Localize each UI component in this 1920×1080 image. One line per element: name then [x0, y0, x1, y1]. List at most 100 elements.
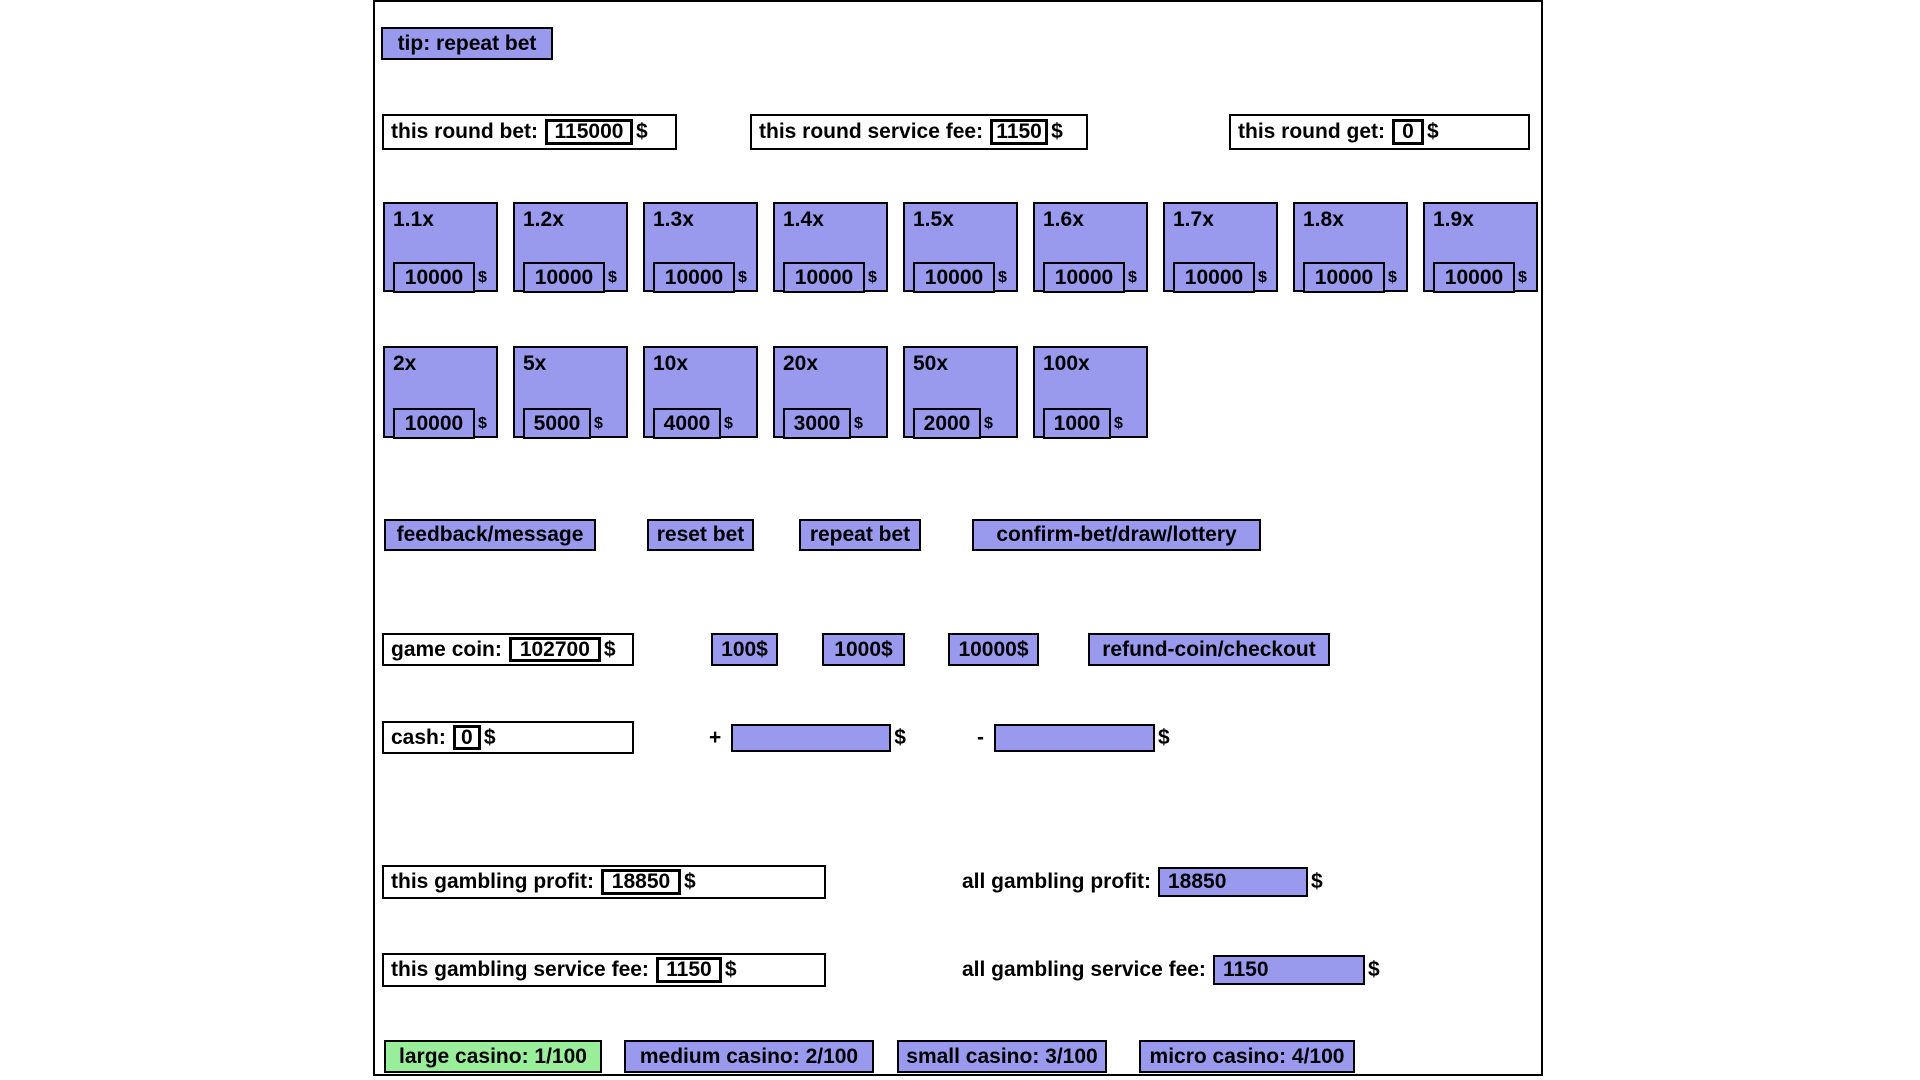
multiplier-label: 10x [653, 352, 689, 375]
multiplier-box-1-7x: 1.7x 10000 $ [1163, 202, 1278, 293]
multiplier-bet-input[interactable]: 4000 [653, 408, 721, 439]
multiplier-box-20x: 20x 3000 $ [773, 346, 888, 439]
this-round-get-label: this round get: [1238, 120, 1385, 143]
all-gambling-service-fee-label: all gambling service fee: [962, 958, 1206, 981]
multiplier-box-1-1x: 1.1x 10000 $ [383, 202, 498, 293]
game-coin-field: game coin: 102700 $ [382, 633, 634, 666]
this-gambling-service-fee-label: this gambling service fee: [391, 958, 649, 981]
multiplier-label: 2x [393, 352, 417, 375]
currency-symbol: $ [1051, 120, 1063, 143]
multiplier-label: 20x [783, 352, 819, 375]
this-gambling-profit-field: this gambling profit: 18850 $ [382, 865, 826, 899]
currency-symbol: $ [854, 414, 863, 432]
multiplier-box-1-2x: 1.2x 10000 $ [513, 202, 628, 293]
confirm-bet-draw-lottery-button[interactable]: confirm-bet/draw/lottery [972, 519, 1261, 551]
multiplier-label: 5x [523, 352, 547, 375]
currency-symbol: $ [738, 268, 747, 286]
cash-subtract-input[interactable] [994, 723, 1155, 752]
currency-symbol: $ [635, 120, 648, 143]
currency-symbol: $ [868, 268, 877, 286]
currency-symbol: $ [1158, 725, 1170, 749]
add-coin-1000-button[interactable]: 1000$ [822, 633, 905, 666]
currency-symbol: $ [478, 414, 487, 432]
all-gambling-profit-group: all gambling profit: 18850 $ [962, 865, 1323, 899]
this-round-bet-value: 115000 [544, 118, 633, 146]
plus-sign: + [709, 725, 722, 749]
currency-symbol: $ [984, 414, 993, 432]
cash-subtract-group: - $ [977, 721, 1170, 754]
multiplier-bet-input[interactable]: 10000 [393, 262, 475, 293]
currency-symbol: $ [483, 725, 496, 749]
currency-symbol: $ [1114, 414, 1123, 432]
multiplier-bet-input[interactable]: 10000 [1433, 262, 1515, 293]
multiplier-bet-input[interactable]: 5000 [523, 408, 591, 439]
multiplier-bet-input[interactable]: 10000 [653, 262, 735, 293]
add-coin-10000-button[interactable]: 10000$ [948, 633, 1039, 666]
multiplier-box-1-8x: 1.8x 10000 $ [1293, 202, 1408, 293]
add-coin-100-button[interactable]: 100$ [711, 633, 778, 666]
multiplier-bet-input[interactable]: 10000 [1043, 262, 1125, 293]
multiplier-box-5x: 5x 5000 $ [513, 346, 628, 439]
minus-sign: - [977, 725, 984, 749]
multiplier-bet-input[interactable]: 10000 [523, 262, 605, 293]
refund-coin-checkout-button[interactable]: refund-coin/checkout [1088, 633, 1330, 666]
currency-symbol: $ [1426, 120, 1439, 143]
all-gambling-profit-label: all gambling profit: [962, 870, 1151, 893]
multiplier-label: 1.9x [1433, 208, 1474, 231]
cash-label: cash: [391, 725, 446, 749]
currency-symbol: $ [1388, 268, 1397, 286]
multiplier-box-2x: 2x 10000 $ [383, 346, 498, 439]
multiplier-label: 1.5x [913, 208, 954, 231]
multiplier-bet-input[interactable]: 10000 [393, 408, 475, 439]
tab-small-casino[interactable]: small casino: 3/100 [897, 1040, 1107, 1073]
multiplier-bet-input[interactable]: 10000 [1303, 262, 1385, 293]
this-gambling-profit-label: this gambling profit: [391, 870, 594, 893]
currency-symbol: $ [724, 414, 733, 432]
this-round-get-value: 0 [1391, 118, 1424, 146]
this-gambling-service-fee-field: this gambling service fee: 1150 $ [382, 953, 826, 987]
this-round-bet-label: this round bet: [391, 120, 538, 143]
multiplier-bet-input[interactable]: 10000 [783, 262, 865, 293]
multiplier-box-100x: 100x 1000 $ [1033, 346, 1148, 439]
currency-symbol: $ [1311, 870, 1323, 893]
multiplier-label: 100x [1043, 352, 1090, 375]
multiplier-box-50x: 50x 2000 $ [903, 346, 1018, 439]
multiplier-bet-input[interactable]: 10000 [1173, 262, 1255, 293]
multiplier-label: 50x [913, 352, 949, 375]
multiplier-box-1-3x: 1.3x 10000 $ [643, 202, 758, 293]
multiplier-label: 1.4x [783, 208, 824, 231]
reset-bet-button[interactable]: reset bet [647, 519, 754, 551]
tab-micro-casino[interactable]: micro casino: 4/100 [1139, 1040, 1355, 1073]
multiplier-label: 1.2x [523, 208, 564, 231]
currency-symbol: $ [1258, 268, 1267, 286]
casino-app-window: tip: repeat bet this round bet: 115000 $… [373, 0, 1543, 1076]
multiplier-bet-input[interactable]: 1000 [1043, 408, 1111, 439]
cash-add-input[interactable] [731, 723, 892, 752]
currency-symbol: $ [894, 725, 906, 749]
multiplier-label: 1.8x [1303, 208, 1344, 231]
multiplier-bet-input[interactable]: 2000 [913, 408, 981, 439]
multiplier-label: 1.1x [393, 208, 434, 231]
this-round-get-field: this round get: 0 $ [1229, 114, 1530, 150]
all-gambling-profit-value: 18850 [1158, 867, 1308, 897]
this-gambling-profit-value: 18850 [600, 869, 681, 895]
currency-symbol: $ [594, 414, 603, 432]
tab-medium-casino[interactable]: medium casino: 2/100 [624, 1040, 874, 1073]
multiplier-label: 1.7x [1173, 208, 1214, 231]
all-gambling-service-fee-value: 1150 [1212, 955, 1365, 985]
this-round-service-fee-field: this round service fee: 1150 $ [750, 114, 1088, 150]
multiplier-box-1-5x: 1.5x 10000 $ [903, 202, 1018, 293]
multiplier-box-1-6x: 1.6x 10000 $ [1033, 202, 1148, 293]
currency-symbol: $ [683, 870, 696, 893]
multiplier-box-10x: 10x 4000 $ [643, 346, 758, 439]
tab-large-casino[interactable]: large casino: 1/100 [384, 1040, 602, 1073]
currency-symbol: $ [478, 268, 487, 286]
repeat-bet-button[interactable]: repeat bet [799, 519, 921, 551]
all-gambling-service-fee-group: all gambling service fee: 1150 $ [962, 953, 1380, 987]
multiplier-bet-input[interactable]: 10000 [913, 262, 995, 293]
this-round-bet-field: this round bet: 115000 $ [382, 114, 677, 150]
this-gambling-service-fee-value: 1150 [655, 957, 722, 983]
multiplier-label: 1.3x [653, 208, 694, 231]
multiplier-bet-input[interactable]: 3000 [783, 408, 851, 439]
feedback-message-button[interactable]: feedback/message [384, 519, 596, 551]
